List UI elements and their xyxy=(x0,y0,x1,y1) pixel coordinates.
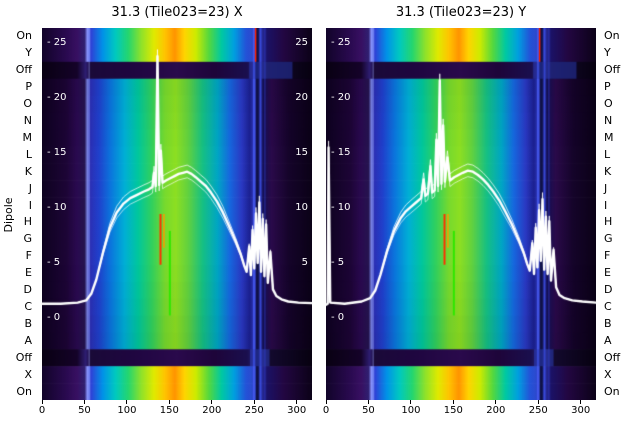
dipole-label-right-3: P xyxy=(604,80,611,94)
dipole-label-left-21: On xyxy=(16,384,32,398)
x-tick-mark-1-5 xyxy=(537,400,539,404)
x-tick-label-0-4: 200 xyxy=(202,405,222,416)
dipole-label-right-9: J xyxy=(604,181,608,195)
dipole-label-right-11: H xyxy=(604,215,613,229)
y-tick-inner-left-1-0: - 25 xyxy=(331,37,351,48)
dipole-label-left-2: Off xyxy=(15,63,32,77)
x-tick-label-1-5: 250 xyxy=(528,405,548,416)
x-tick-mark-1-1 xyxy=(367,400,369,404)
dipole-label-right-0: On xyxy=(604,29,620,43)
x-tick-label-1-3: 150 xyxy=(443,405,463,416)
y-tick-inner-right-0: 25 xyxy=(295,37,308,48)
dipole-label-left-20: X xyxy=(24,367,32,381)
x-tick-label-1-2: 100 xyxy=(401,405,421,416)
heatmap-canvas-y xyxy=(326,28,596,400)
x-tick-mark-0-2 xyxy=(126,400,128,404)
y-tick-inner-left-1-1: - 20 xyxy=(331,92,351,103)
x-tick-label-0-3: 150 xyxy=(159,405,179,416)
y-tick-inner-right-1: 20 xyxy=(295,92,308,103)
x-tick-mark-1-3 xyxy=(452,400,454,404)
dipole-label-right-15: D xyxy=(604,283,613,297)
dipole-label-left-4: O xyxy=(23,97,32,111)
dipole-label-left-10: I xyxy=(28,198,32,212)
x-tick-label-0-0: 0 xyxy=(38,405,46,416)
y-tick-inner-left-0-4: - 5 xyxy=(47,257,61,268)
dipole-label-right-7: L xyxy=(604,147,611,161)
x-tick-mark-0-5 xyxy=(253,400,255,404)
dipole-label-left-12: G xyxy=(23,232,32,246)
dipole-label-left-8: K xyxy=(24,164,32,178)
dipole-label-left-11: H xyxy=(23,215,32,229)
dipole-label-right-8: K xyxy=(604,164,612,178)
heatmap-canvas-x xyxy=(42,28,312,400)
y-tick-inner-left-1-5: - 0 xyxy=(331,312,345,323)
x-tick-label-0-6: 300 xyxy=(287,405,307,416)
x-tick-mark-0-1 xyxy=(83,400,85,404)
y-tick-inner-right-4: 5 xyxy=(301,257,308,268)
y-tick-inner-left-1-2: - 15 xyxy=(331,147,351,158)
dipole-label-right-21: On xyxy=(604,384,620,398)
dipole-label-left-9: J xyxy=(28,181,32,195)
x-tick-mark-1-6 xyxy=(580,400,582,404)
dipole-label-right-18: A xyxy=(604,333,612,347)
y-tick-inner-left-0-5: - 0 xyxy=(47,312,61,323)
dipole-label-right-5: N xyxy=(604,114,613,127)
y-tick-inner-right-3: 10 xyxy=(295,202,308,213)
dipole-label-left-7: L xyxy=(25,147,32,161)
dipole-label-left-6: M xyxy=(22,130,33,144)
x-tick-label-1-4: 200 xyxy=(486,405,506,416)
dipole-label-right-13: F xyxy=(604,249,611,263)
x-tick-mark-1-0 xyxy=(325,400,327,404)
dipole-label-right-12: G xyxy=(604,232,613,246)
dipole-label-left-15: D xyxy=(23,283,32,297)
x-tick-mark-0-6 xyxy=(296,400,298,404)
y-tick-inner-left-0-1: - 20 xyxy=(47,92,67,103)
dipole-label-right-16: C xyxy=(604,300,612,313)
x-tick-label-1-0: 0 xyxy=(322,405,330,416)
dipole-label-right-20: X xyxy=(604,367,612,381)
y-tick-inner-left-1-3: - 10 xyxy=(331,202,351,213)
dipole-label-left-19: Off xyxy=(15,350,32,364)
dipole-label-right-14: E xyxy=(604,266,611,280)
x-tick-mark-1-2 xyxy=(410,400,412,404)
dipole-label-left-18: A xyxy=(24,333,32,347)
y-tick-inner-left-0-3: - 10 xyxy=(47,202,67,213)
x-tick-mark-0-4 xyxy=(211,400,213,404)
dipole-label-right-17: B xyxy=(604,316,612,330)
y-tick-inner-left-0-2: - 15 xyxy=(47,147,67,158)
dipole-label-right-1: Y xyxy=(604,46,611,60)
dipole-label-right-10: I xyxy=(604,198,608,212)
dipole-label-left-5: N xyxy=(23,114,32,127)
dipole-label-right-2: Off xyxy=(604,63,621,77)
x-tick-mark-0-0 xyxy=(41,400,43,404)
y-tick-inner-left-0-0: - 25 xyxy=(47,37,67,48)
x-tick-label-0-2: 100 xyxy=(117,405,137,416)
dipole-label-left-17: B xyxy=(24,316,32,330)
dipole-label-left-1: Y xyxy=(25,46,32,60)
y-tick-inner-left-1-4: - 5 xyxy=(331,257,345,268)
x-tick-label-1-6: 300 xyxy=(571,405,591,416)
panel-title-y: 31.3 (Tile023=23) Y xyxy=(395,5,527,20)
dipole-label-right-19: Off xyxy=(604,350,621,364)
dipole-label-left-14: E xyxy=(25,266,32,280)
panel-title-x: 31.3 (Tile023=23) X xyxy=(111,5,243,20)
x-tick-label-0-5: 250 xyxy=(244,405,264,416)
dipole-label-right-6: M xyxy=(604,130,614,144)
dipole-label-left-3: P xyxy=(25,80,32,94)
y-tick-inner-right-2: 15 xyxy=(295,147,308,158)
dipole-label-left-0: On xyxy=(16,29,32,43)
x-tick-label-0-1: 50 xyxy=(78,405,91,416)
x-tick-mark-1-4 xyxy=(495,400,497,404)
dipole-label-left-13: F xyxy=(25,249,32,263)
dipole-label-right-4: O xyxy=(604,97,613,111)
dipole-label-left-16: C xyxy=(24,300,32,313)
x-tick-mark-0-3 xyxy=(168,400,170,404)
x-tick-label-1-1: 50 xyxy=(362,405,375,416)
